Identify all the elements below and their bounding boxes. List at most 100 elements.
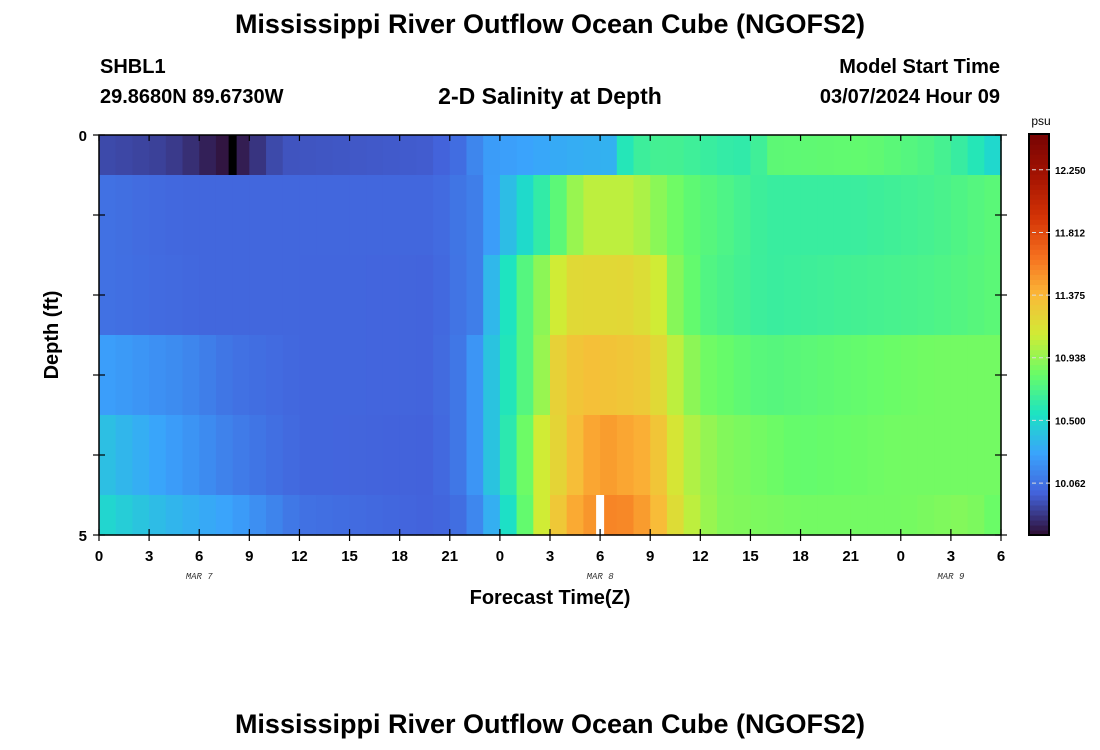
heatmap-cell: [266, 135, 284, 176]
heatmap-cell: [199, 255, 217, 336]
heatmap-cell: [566, 335, 584, 416]
colorbar-swatch: [1029, 414, 1049, 421]
colorbar-swatch: [1029, 249, 1049, 255]
heatmap-cell: [767, 135, 785, 176]
heatmap-cell: [566, 255, 584, 336]
heatmap-cell: [316, 415, 334, 496]
heatmap-cell: [817, 175, 835, 256]
heatmap-cell: [633, 255, 651, 336]
heatmap-cell: [299, 335, 317, 416]
heatmap-cell: [783, 495, 802, 536]
heatmap-cell: [466, 335, 484, 416]
heatmap-cell: [683, 495, 701, 536]
heatmap-cell: [449, 175, 468, 256]
heatmap-cell: [499, 495, 518, 536]
colorbar-swatch: [1029, 199, 1049, 205]
heatmap-cell: [299, 135, 317, 176]
heatmap-cell: [149, 175, 167, 256]
colorbar-unit: psu: [1031, 114, 1050, 128]
heatmap-cell: [115, 255, 133, 336]
colorbar-swatch: [1029, 144, 1049, 150]
heatmap-cell: [483, 175, 501, 256]
x-tick-label: 15: [742, 548, 759, 565]
colorbar-tick-label: 11.812: [1055, 229, 1085, 240]
heatmap-cell: [516, 415, 534, 496]
heatmap-cell: [382, 415, 401, 496]
heatmap-cell: [900, 415, 919, 496]
heatmap-cell: [382, 135, 401, 176]
colorbar-tick-label: 12.250: [1055, 166, 1086, 177]
colorbar-swatch: [1029, 429, 1049, 436]
colorbar-swatch: [1029, 394, 1049, 401]
heatmap-cell: [249, 135, 267, 176]
heatmap-cell: [700, 415, 718, 496]
heatmap-cell: [616, 175, 635, 256]
heatmap-cell: [550, 175, 568, 256]
x-day-label: MAR 9: [937, 572, 965, 582]
colorbar-swatch: [1029, 264, 1049, 270]
colorbar-swatch: [1029, 424, 1049, 431]
heatmap-cell: [215, 255, 234, 336]
heatmap-cell: [366, 255, 384, 336]
heatmap-cell: [316, 135, 334, 176]
heatmap-cell: [817, 255, 835, 336]
heatmap-cell: [600, 415, 618, 496]
x-tick-label: 0: [95, 548, 103, 565]
heatmap-cell: [249, 335, 267, 416]
x-tick-label: 3: [947, 548, 955, 565]
heatmap-cell: [349, 135, 367, 176]
colorbar-tick-label: 11.375: [1055, 291, 1085, 302]
heatmap-cell: [884, 135, 902, 176]
heatmap-cell: [934, 415, 952, 496]
heatmap-cell: [583, 175, 601, 256]
heatmap-cell: [215, 175, 234, 256]
heatmap-cell: [750, 255, 768, 336]
heatmap-cell: [215, 335, 234, 416]
heatmap-cell: [984, 415, 1002, 496]
heatmap-cell: [900, 175, 919, 256]
heatmap-cell: [884, 495, 902, 536]
heatmap-cell: [149, 415, 167, 496]
heatmap-cell: [566, 495, 584, 536]
heatmap-cell: [867, 495, 885, 536]
heatmap-cell: [182, 495, 200, 536]
heatmap-cell: [382, 335, 401, 416]
colorbar-swatch: [1029, 489, 1049, 496]
heatmap-cell: [700, 175, 718, 256]
heatmap-cell: [717, 175, 735, 256]
heatmap-cell: [600, 255, 618, 336]
heatmap-cell: [366, 135, 384, 176]
heatmap-cell: [282, 135, 301, 176]
heatmap-cell: [733, 415, 752, 496]
heatmap-cell: [466, 495, 484, 536]
heatmap-cell: [115, 415, 133, 496]
heatmap-cell: [917, 255, 935, 336]
heatmap-cell: [817, 495, 835, 536]
heatmap-cell: [700, 135, 718, 176]
colorbar-swatch: [1029, 484, 1049, 491]
heatmap-cell: [700, 335, 718, 416]
heatmap-cell: [566, 415, 584, 496]
heatmap-cell: [149, 335, 167, 416]
heatmap-cell: [232, 255, 250, 336]
heatmap-cell: [950, 255, 969, 336]
heatmap-cell: [917, 175, 935, 256]
heatmap-cell: [850, 255, 868, 336]
colorbar-swatch: [1029, 184, 1049, 190]
colorbar-swatch: [1029, 254, 1049, 260]
heatmap-cell: [717, 135, 735, 176]
colorbar-swatch: [1029, 529, 1049, 536]
heatmap-cell: [165, 415, 184, 496]
colorbar-swatch: [1029, 524, 1049, 531]
heatmap-cell: [232, 335, 250, 416]
colorbar-swatch: [1029, 324, 1049, 331]
colorbar-swatch: [1029, 234, 1049, 240]
heatmap-cell: [249, 175, 267, 256]
heatmap-cell: [950, 175, 969, 256]
heatmap-cell: [783, 255, 802, 336]
colorbar-tick-label: 10.938: [1055, 354, 1086, 365]
heatmap-cell: [299, 175, 317, 256]
model-start-label: Model Start Time: [839, 56, 1000, 78]
heatmap-cell: [466, 175, 484, 256]
heatmap-cell: [249, 255, 267, 336]
